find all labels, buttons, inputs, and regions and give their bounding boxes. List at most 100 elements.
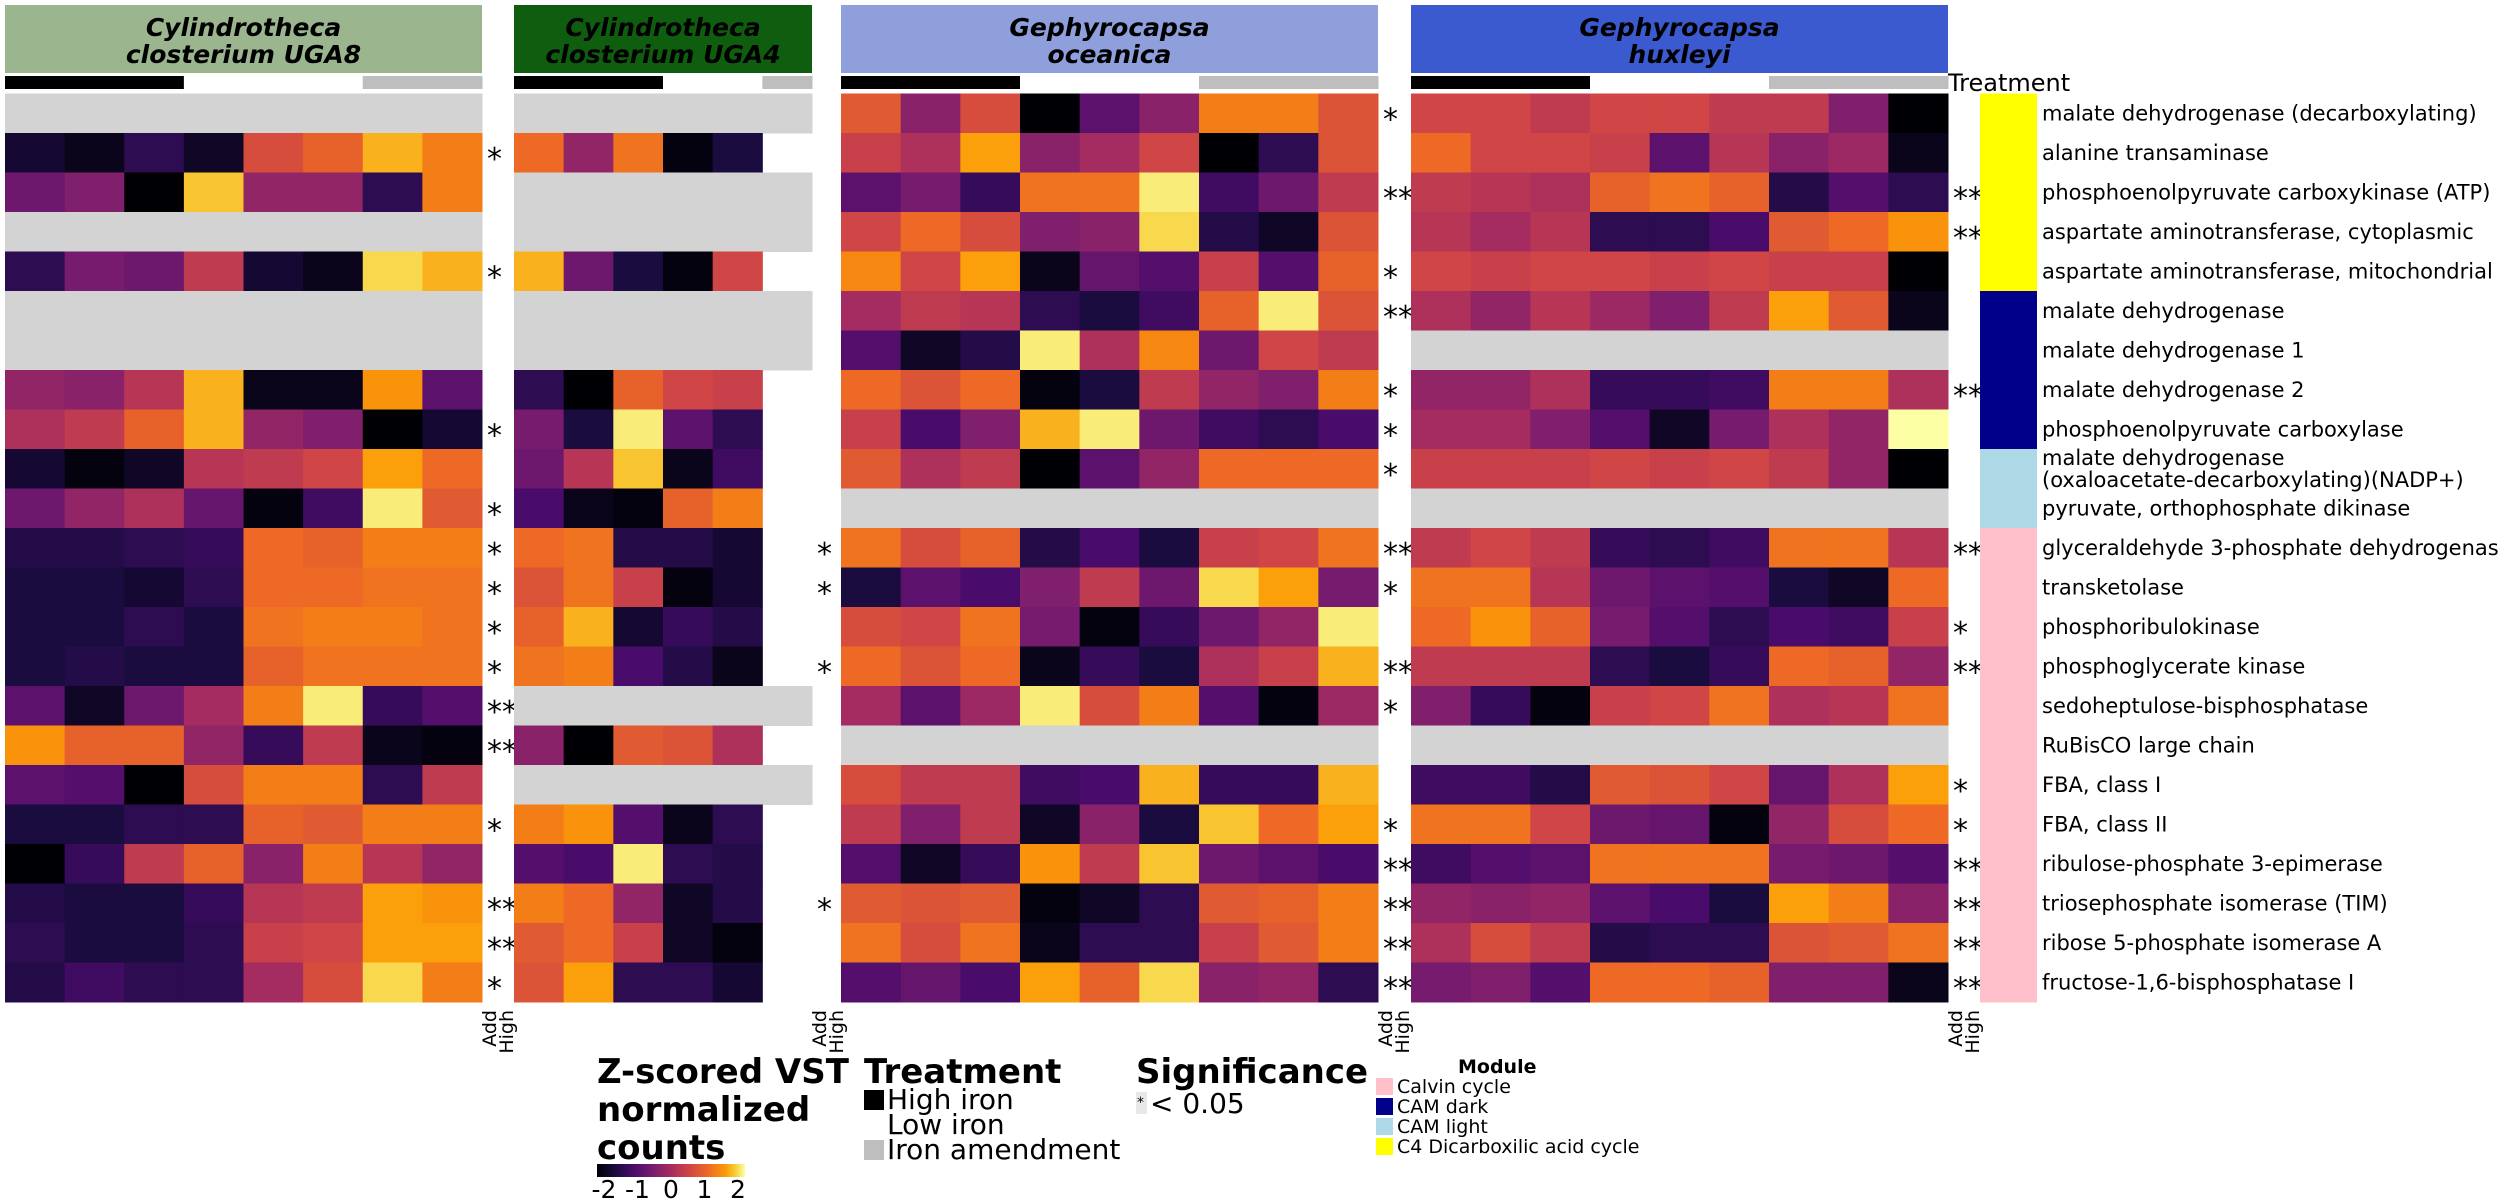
heat-cell <box>5 291 66 331</box>
heat-cell <box>563 844 614 884</box>
heat-cell <box>960 804 1021 845</box>
heat-cell <box>841 133 902 173</box>
heat-cell <box>1020 923 1081 963</box>
heat-cell <box>183 488 244 529</box>
treatment-axis-label: Treatment <box>1947 69 2070 97</box>
heat-cell <box>1020 804 1081 845</box>
heat-cell <box>1530 686 1591 726</box>
heat-cell <box>1411 725 1472 766</box>
heat-cell <box>712 686 763 726</box>
row-label: FBA, class I <box>2042 773 2161 797</box>
heat-cell <box>1649 567 1710 608</box>
heat-cell <box>1411 133 1472 173</box>
heat-cell <box>1709 251 1770 292</box>
heat-cell <box>1888 765 1949 805</box>
heat-cell <box>1649 212 1710 252</box>
heat-cell <box>303 528 364 568</box>
heat-cell <box>1769 212 1830 252</box>
module-cell <box>1980 528 2037 568</box>
heat-cell <box>514 725 565 766</box>
significance-mark: * <box>487 656 502 691</box>
significance-mark: * <box>1383 419 1398 454</box>
heat-cell <box>1828 962 1889 1003</box>
heat-cell <box>1530 607 1591 647</box>
heat-cell <box>563 765 614 805</box>
module-cell <box>1980 844 2037 884</box>
heat-cell <box>1258 212 1319 252</box>
heat-cell <box>1258 133 1319 173</box>
panel-header-bg <box>514 5 812 73</box>
heat-cell <box>183 725 244 766</box>
heat-cell <box>1199 962 1260 1003</box>
module-cell <box>1980 133 2037 173</box>
heat-cell <box>1318 449 1379 489</box>
heat-cell <box>422 528 483 568</box>
heat-cell <box>900 93 961 134</box>
heat-cell <box>1079 765 1140 805</box>
heat-cell <box>1888 488 1949 529</box>
heat-cell <box>243 488 304 529</box>
heat-cell <box>514 488 565 529</box>
heat-cell <box>960 93 1021 134</box>
heat-cell <box>1258 93 1319 134</box>
heat-cell <box>1020 370 1081 410</box>
heat-cell <box>64 844 125 884</box>
heat-cell <box>1470 923 1531 963</box>
significance-mark: * <box>1383 695 1398 730</box>
heat-cell <box>1828 646 1889 687</box>
colorbar-tick: -2 <box>592 1175 617 1200</box>
heat-cell <box>563 449 614 489</box>
heat-cell <box>5 725 66 766</box>
module-annotation-bar <box>1980 93 2037 1003</box>
heat-cell <box>663 172 714 213</box>
heat-cell <box>64 765 125 805</box>
heat-cell <box>1888 172 1949 213</box>
heat-cell <box>514 844 565 884</box>
heat-cell <box>183 686 244 726</box>
column-axis-label: Add <box>1375 1010 1397 1047</box>
heat-cell <box>5 567 66 608</box>
panel-header-bg <box>1411 5 1948 73</box>
heat-cell <box>422 883 483 924</box>
heat-cell <box>1709 291 1770 331</box>
heat-cell <box>1258 962 1319 1003</box>
heat-cell <box>900 330 961 371</box>
module-cell <box>1980 251 2037 292</box>
module-legend-title: Module <box>1458 1056 1537 1078</box>
treatment-cell <box>1139 76 1200 89</box>
heat-cell <box>1709 646 1770 687</box>
treatment-cell <box>1709 76 1770 89</box>
heat-cell <box>1530 962 1591 1003</box>
heat-cell <box>1411 686 1472 726</box>
heat-cell <box>5 93 66 134</box>
heat-cell <box>1590 567 1651 608</box>
heat-cell <box>613 449 664 489</box>
heat-cell <box>1411 528 1472 568</box>
heat-cell <box>1769 528 1830 568</box>
heat-cell <box>422 133 483 173</box>
heat-cell <box>514 646 565 687</box>
heat-cell <box>64 212 125 252</box>
heat-cell <box>1020 765 1081 805</box>
heat-cell <box>841 370 902 410</box>
heat-cell <box>1020 291 1081 331</box>
heat-cell <box>1470 686 1531 726</box>
heat-cell <box>1709 607 1770 647</box>
heat-cell <box>841 449 902 489</box>
heat-cell <box>1020 528 1081 568</box>
heat-cell <box>1709 765 1770 805</box>
heat-cell <box>303 646 364 687</box>
treatment-cell <box>1530 76 1591 89</box>
heat-cell <box>362 528 423 568</box>
heat-cell <box>1828 93 1889 134</box>
heat-cell <box>1709 883 1770 924</box>
heat-cell <box>762 93 813 134</box>
heat-cell <box>762 212 813 252</box>
heat-cell <box>1470 804 1531 845</box>
heat-cell <box>1769 291 1830 331</box>
heat-cell <box>563 330 614 371</box>
treatment-cell <box>1318 76 1379 89</box>
heat-cell <box>1318 528 1379 568</box>
heat-cell <box>1139 804 1200 845</box>
row-label: malate dehydrogenase (decarboxylating) <box>2042 102 2477 126</box>
